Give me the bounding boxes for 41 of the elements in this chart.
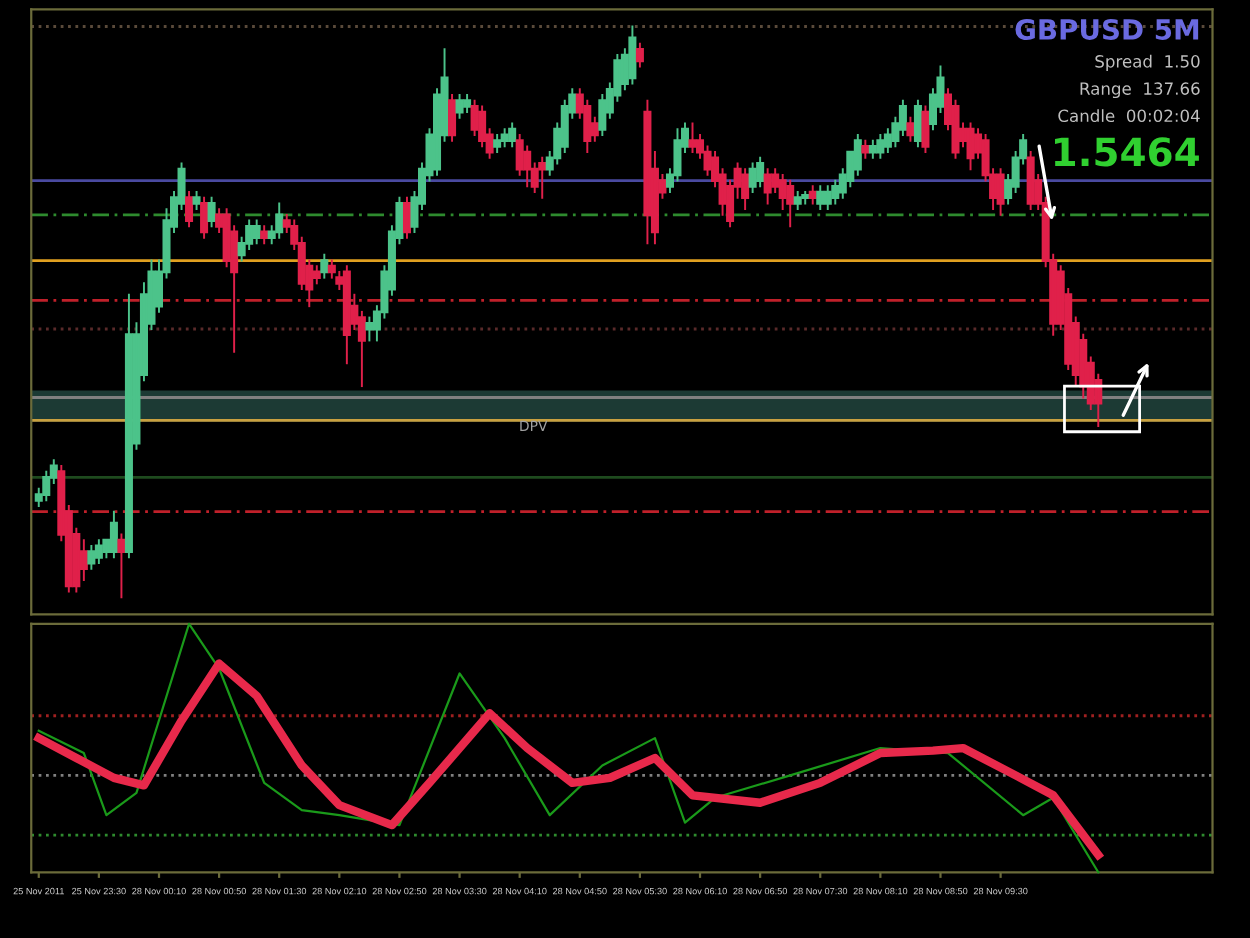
candlestick xyxy=(921,105,930,154)
candlestick xyxy=(688,122,697,154)
candlestick xyxy=(876,133,885,159)
candlestick xyxy=(906,116,915,142)
candlestick xyxy=(94,539,103,564)
candlestick xyxy=(275,202,284,239)
candlestick xyxy=(402,196,411,239)
candlestick xyxy=(756,156,765,188)
candlestick xyxy=(748,162,757,193)
candlestick xyxy=(185,191,194,228)
candlestick xyxy=(207,196,216,228)
candlestick xyxy=(966,122,975,171)
candlestick xyxy=(913,99,922,148)
annotation: Spread 1.50 xyxy=(1095,54,1200,71)
candlestick xyxy=(109,510,118,559)
candlestick xyxy=(816,185,825,211)
candlestick xyxy=(455,94,464,119)
candlestick xyxy=(996,168,1005,216)
candlestick xyxy=(628,25,637,85)
candlestick xyxy=(320,253,329,279)
annotation: 1.5464 xyxy=(1055,137,1199,167)
candlestick xyxy=(741,168,750,211)
candlestick xyxy=(635,42,644,68)
candlestick xyxy=(200,196,209,239)
candlestick xyxy=(508,122,517,148)
annotation: Range 137.66 xyxy=(1080,82,1200,99)
annotation: GBPUSD 5M xyxy=(1015,18,1199,40)
candlestick xyxy=(763,168,772,205)
candlestick xyxy=(87,544,96,570)
candlestick xyxy=(538,156,547,199)
candlestick xyxy=(252,219,261,245)
candlestick xyxy=(365,316,374,342)
candlestick xyxy=(823,185,832,211)
candlestick xyxy=(523,145,532,188)
candlestick xyxy=(786,179,795,228)
candlestick xyxy=(448,94,457,142)
candlestick xyxy=(117,533,126,599)
candlestick xyxy=(1026,151,1035,211)
candlestick xyxy=(853,133,862,176)
annotation: Candle 00:02:04 xyxy=(1058,109,1200,123)
candlestick xyxy=(79,539,88,582)
